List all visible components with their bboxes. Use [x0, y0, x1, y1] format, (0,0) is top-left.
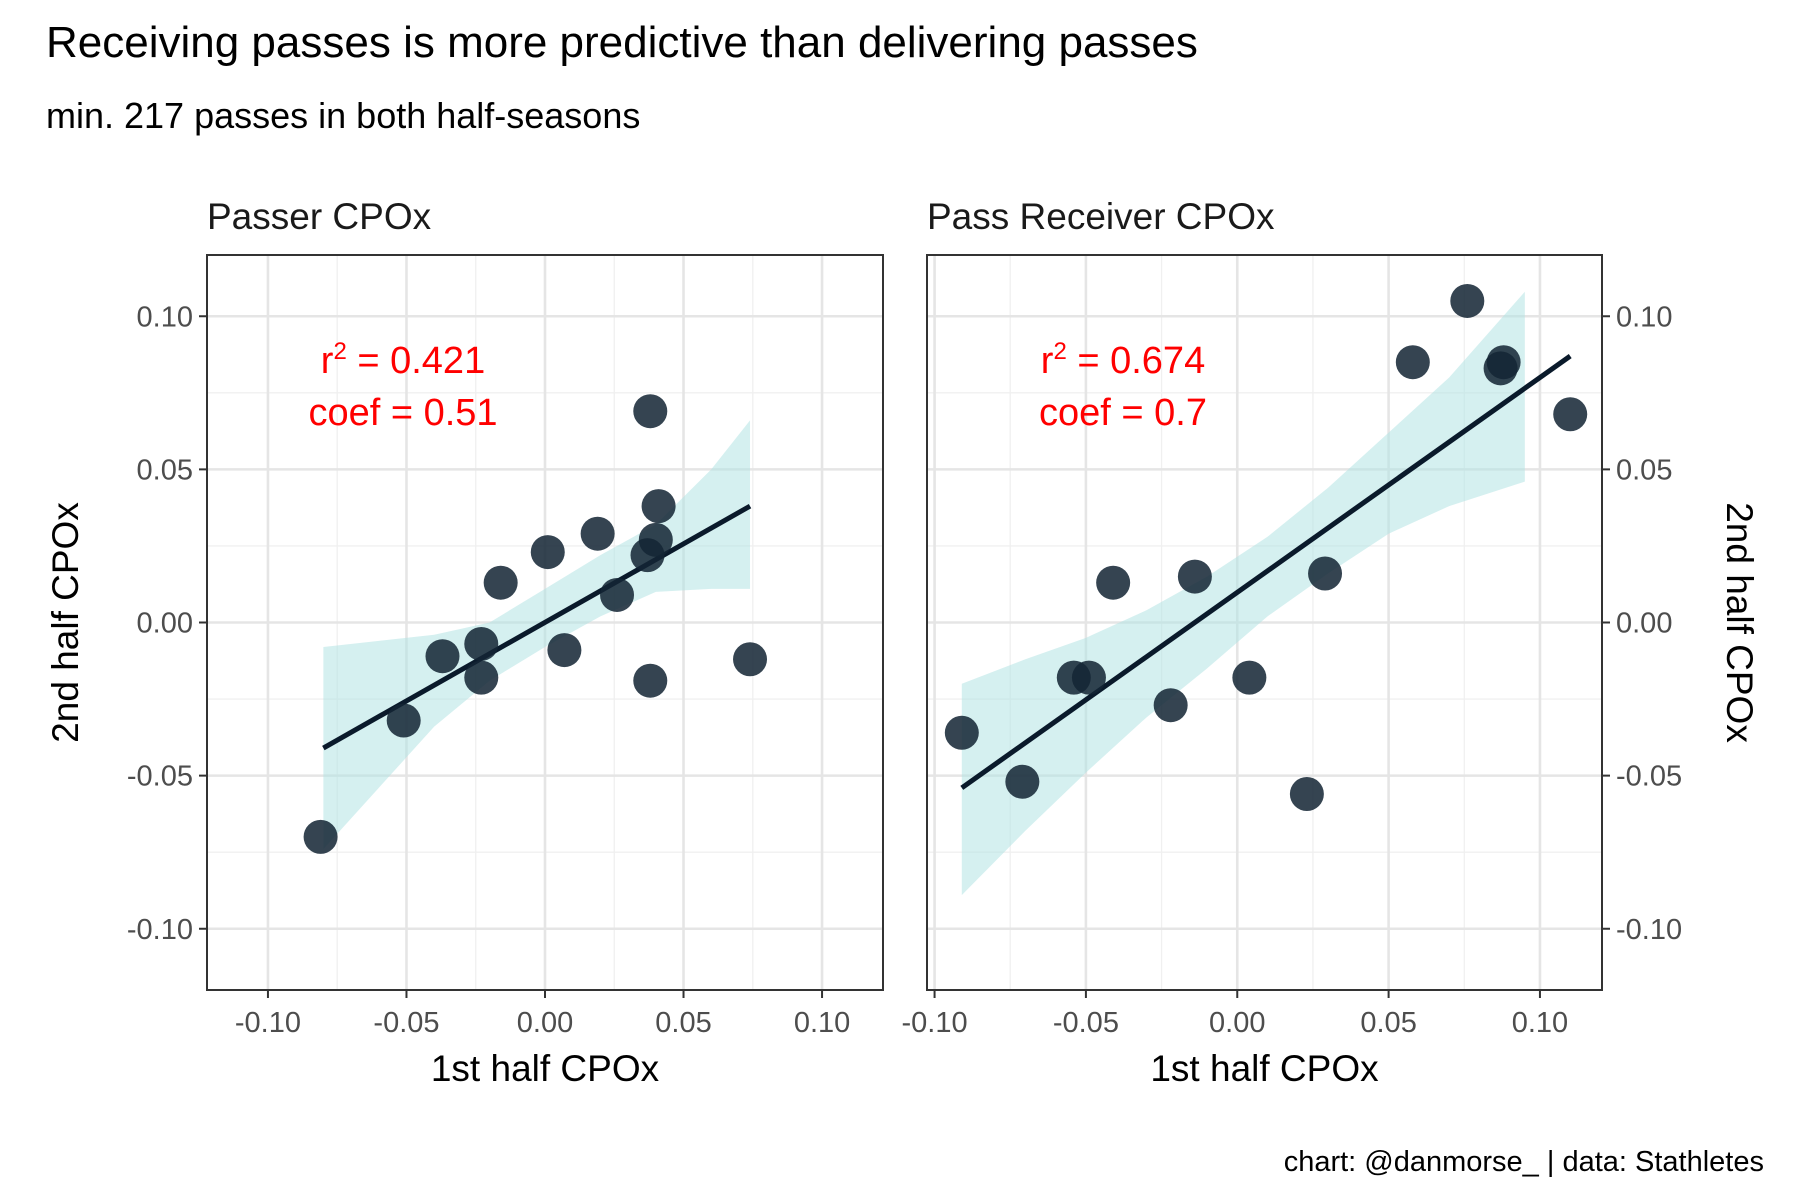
data-point — [1486, 345, 1521, 380]
x-axis-title: 1st half CPOx — [431, 1048, 660, 1089]
confidence-ribbon — [323, 420, 751, 850]
data-point — [483, 565, 518, 600]
data-point — [1096, 565, 1131, 600]
x-tick-label: 0.05 — [655, 1007, 711, 1039]
x-tick-label: -0.10 — [235, 1007, 301, 1039]
y-tick-label: -0.05 — [127, 761, 193, 793]
chart-caption: chart: @danmorse_ | data: Stathletes — [1283, 1146, 1764, 1178]
data-point — [1308, 556, 1343, 591]
x-tick-label: -0.05 — [1053, 1007, 1119, 1039]
x-tick-label: -0.05 — [373, 1007, 439, 1039]
facet-title: Passer CPOx — [207, 196, 432, 237]
data-point — [633, 663, 668, 698]
y-tick-label: -0.10 — [1616, 914, 1682, 946]
data-point — [1450, 283, 1485, 318]
r-squared-label: r2 = 0.674 — [1041, 338, 1205, 382]
x-tick-label: 0.00 — [517, 1007, 573, 1039]
y-tick-label: 0.05 — [1616, 454, 1672, 486]
x-axis: -0.10 -0.05 0.00 0.05 0.10 — [235, 990, 850, 1039]
r-squared-label: r2 = 0.421 — [321, 338, 485, 382]
y-tick-label: 0.00 — [1616, 608, 1672, 640]
data-point — [641, 489, 676, 524]
y-tick-label: 0.10 — [137, 301, 193, 333]
y-tick-label: -0.10 — [127, 914, 193, 946]
x-axis: -0.10 -0.05 0.00 0.05 0.10 — [902, 990, 1568, 1039]
data-point — [1395, 345, 1430, 380]
x-axis-title: 1st half CPOx — [1150, 1048, 1379, 1089]
data-point — [303, 819, 338, 854]
x-tick-label: 0.05 — [1360, 1007, 1416, 1039]
data-point — [464, 626, 499, 661]
data-point — [733, 642, 768, 677]
data-point — [530, 535, 565, 570]
data-point — [580, 516, 615, 551]
data-point — [944, 715, 979, 750]
y-axis: -0.10 -0.05 0.00 0.05 0.10 — [1602, 301, 1682, 946]
y-tick-label: 0.00 — [137, 608, 193, 640]
data-point — [638, 522, 673, 557]
data-point — [1005, 764, 1040, 799]
data-point — [1232, 660, 1267, 695]
x-tick-label: 0.10 — [794, 1007, 850, 1039]
x-tick-label: -0.10 — [902, 1007, 968, 1039]
data-point — [1177, 559, 1212, 594]
coef-label: coef = 0.51 — [308, 392, 497, 434]
data-point — [633, 394, 668, 429]
panel-2: r2 = 0.674 coef = 0.7 Pass Receiver CPOx -0… — [902, 196, 1760, 1089]
data-point — [1553, 397, 1588, 432]
x-tick-label: 0.00 — [1209, 1007, 1265, 1039]
regression-line — [960, 354, 1572, 790]
confidence-ribbon — [961, 291, 1525, 896]
points — [303, 394, 768, 854]
y-tick-label: -0.05 — [1616, 761, 1682, 793]
data-point — [600, 577, 635, 612]
y-axis: -0.10 -0.05 0.00 0.05 0.10 — [127, 301, 207, 946]
data-point — [1071, 660, 1106, 695]
facet-title: Pass Receiver CPOx — [927, 196, 1275, 237]
x-tick-label: 0.10 — [1512, 1007, 1568, 1039]
data-point — [1153, 688, 1188, 723]
data-point — [1289, 777, 1324, 811]
chart-subtitle: min. 217 passes in both half-seasons — [46, 95, 641, 136]
data-point — [425, 639, 460, 674]
data-point — [464, 660, 499, 695]
y-axis-title: 2nd half CPOx — [45, 502, 86, 743]
points — [944, 283, 1588, 811]
y-axis-title: 2nd half CPOx — [1719, 502, 1760, 743]
y-tick-label: 0.10 — [1616, 301, 1672, 333]
y-tick-label: 0.05 — [137, 454, 193, 486]
data-point — [386, 703, 421, 738]
data-point — [547, 633, 582, 668]
coef-label: coef = 0.7 — [1039, 392, 1207, 434]
chart-title: Receiving passes is more predictive than… — [46, 18, 1198, 67]
